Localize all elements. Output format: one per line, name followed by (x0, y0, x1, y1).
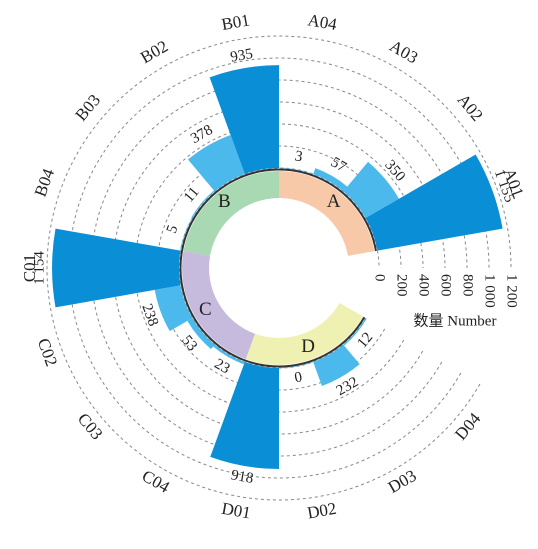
category-label: B03 (71, 91, 104, 125)
category-label: C02 (34, 336, 62, 369)
category-label: C03 (74, 409, 107, 443)
y-tick-label: 600 (438, 274, 454, 297)
category-label: B02 (137, 37, 171, 68)
value-label: 5 (164, 223, 182, 236)
group-ring (183, 171, 279, 256)
group-ring (245, 303, 364, 365)
value-label: 918 (230, 467, 255, 487)
group-label: C (199, 299, 212, 320)
y-tick-label: 800 (460, 274, 476, 297)
y-tick-label: 200 (394, 274, 410, 297)
bar (187, 134, 245, 192)
group-label: B (218, 191, 231, 212)
category-label: D02 (306, 499, 338, 523)
value-label: 0 (293, 369, 303, 386)
category-label: B01 (220, 10, 251, 34)
value-label: 12 (354, 330, 376, 352)
grid-line (46, 35, 512, 501)
bar (187, 318, 215, 350)
value-label: 11 (181, 184, 203, 205)
bar (52, 228, 181, 308)
category-label: A03 (386, 36, 421, 67)
axis-title: 数量 Number (414, 312, 497, 329)
value-label: 238 (138, 302, 161, 329)
value-label: 53 (178, 332, 200, 354)
category-label: D04 (451, 409, 485, 444)
bar (209, 65, 279, 175)
bar (313, 344, 360, 386)
group-ring (182, 251, 256, 360)
category-label: A04 (306, 10, 339, 34)
bar (278, 361, 314, 369)
grid-line (90, 79, 468, 457)
group-label: A (327, 191, 341, 212)
bar (365, 154, 503, 251)
bar (210, 361, 279, 469)
y-tick-label: 400 (416, 274, 432, 297)
bar (191, 190, 215, 218)
y-tick-label: 1 000 (482, 274, 498, 308)
value-label: 3 (294, 148, 304, 165)
bar (343, 161, 399, 218)
group-label: D (301, 336, 315, 357)
value-label: 378 (188, 122, 215, 147)
value-label: 23 (212, 356, 233, 377)
category-label: D01 (220, 499, 252, 523)
value-label: 935 (229, 46, 254, 66)
category-label: C01 (20, 254, 39, 282)
grid-line (68, 57, 490, 479)
category-label: A02 (454, 90, 487, 125)
grid-line (134, 123, 424, 413)
bar (313, 168, 348, 192)
bar (154, 285, 193, 332)
category-label: B04 (31, 166, 59, 200)
value-label: 1 154 (31, 251, 47, 285)
grid-line (112, 101, 446, 435)
y-tick-label: 0 (372, 274, 388, 282)
category-label: C04 (139, 466, 173, 497)
bar (213, 344, 245, 365)
ring-outline (179, 168, 377, 368)
category-label: D03 (385, 466, 420, 497)
group-ring (279, 171, 375, 256)
grid-line (156, 145, 402, 391)
bar (343, 318, 367, 346)
y-tick-label: 1 200 (504, 274, 520, 308)
